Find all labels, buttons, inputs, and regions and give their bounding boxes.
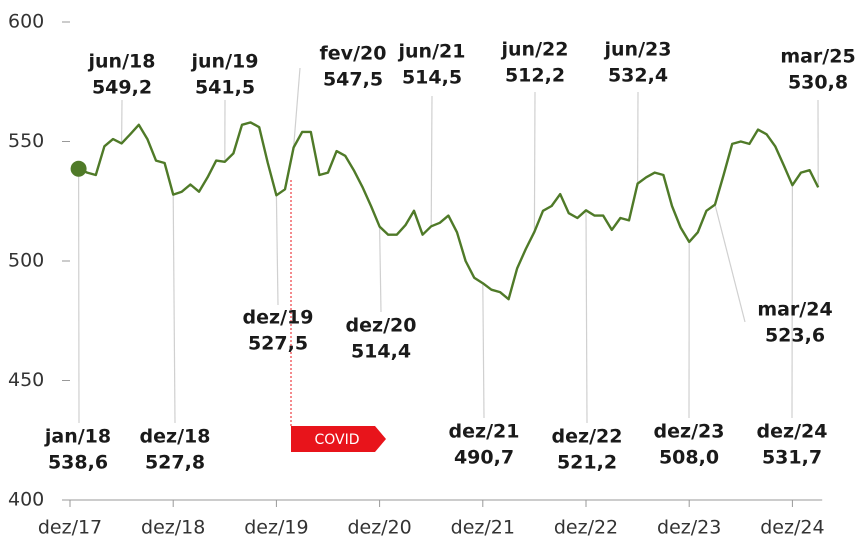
point-label: jun/19 [191, 51, 259, 73]
point-label: fev/20 [320, 43, 387, 65]
point-label: mar/24 [757, 299, 832, 321]
y-tick-label: 550 [8, 130, 44, 152]
value-label: 521,2 [557, 452, 617, 474]
leader-line [482, 283, 485, 419]
value-label: 547,5 [323, 69, 383, 91]
leader-line [293, 67, 301, 148]
leader-line [379, 226, 382, 313]
y-tick-label: 600 [8, 11, 44, 33]
point-label: mar/25 [780, 46, 855, 68]
leader-line [585, 210, 588, 424]
value-label: 527,5 [248, 333, 308, 355]
x-tick-label: dez/23 [657, 517, 721, 539]
point-label: dez/21 [449, 421, 520, 443]
leader-line [430, 95, 433, 227]
x-tick-label: dez/22 [554, 517, 618, 539]
covid-label: COVID [314, 432, 359, 448]
point-label: jun/21 [398, 41, 466, 63]
y-tick-label: 500 [8, 250, 44, 272]
value-label: 490,7 [454, 447, 514, 469]
x-tick-label: dez/21 [451, 517, 515, 539]
point-label: jun/23 [604, 39, 672, 61]
value-label: 532,4 [608, 65, 668, 87]
line-series [78, 121, 820, 301]
value-label: 531,7 [762, 447, 822, 469]
start-dot [70, 160, 87, 177]
x-tick-label: dez/18 [141, 517, 205, 539]
leader-line [533, 91, 536, 232]
point-label: jan/18 [44, 426, 111, 448]
leader-line [714, 204, 746, 323]
value-label: 523,6 [765, 325, 825, 347]
x-tick-label: dez/19 [244, 517, 308, 539]
value-label: 530,8 [788, 72, 848, 94]
value-label: 541,5 [195, 77, 255, 99]
y-tick-label: 450 [8, 369, 44, 391]
x-tick-label: dez/20 [347, 517, 411, 539]
point-label: dez/20 [346, 315, 417, 337]
point-label: dez/22 [552, 426, 623, 448]
value-label: 527,8 [145, 452, 205, 474]
point-label: dez/24 [757, 421, 828, 443]
value-label: 538,6 [48, 452, 108, 474]
value-label: 514,4 [351, 341, 411, 363]
leader-line [172, 194, 176, 424]
value-label: 514,5 [402, 67, 462, 89]
point-label: dez/19 [243, 307, 314, 329]
value-label: 508,0 [659, 447, 719, 469]
x-tick-label: dez/24 [760, 517, 824, 539]
x-tick-label: dez/17 [38, 517, 102, 539]
value-label: 549,2 [92, 77, 152, 99]
value-label: 512,2 [505, 65, 565, 87]
point-label: jun/18 [88, 51, 156, 73]
leader-line [275, 195, 279, 306]
point-label: dez/23 [654, 421, 725, 443]
point-label: jun/22 [501, 39, 569, 61]
y-tick-label: 400 [8, 489, 44, 511]
point-label: dez/18 [140, 426, 211, 448]
covid-flag [291, 426, 386, 452]
